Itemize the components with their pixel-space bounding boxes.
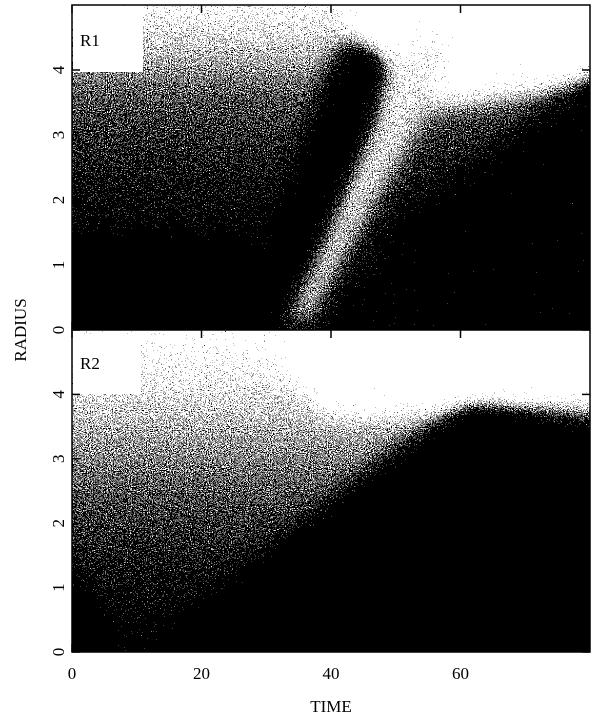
density-texture <box>72 5 590 330</box>
y-tick-label: 1 <box>49 583 68 592</box>
y-tick-label: 0 <box>49 648 68 657</box>
label-box <box>73 6 143 72</box>
y-tick-label: 3 <box>49 131 68 140</box>
x-tick-label: 40 <box>323 664 340 683</box>
x-axis-label: TIME <box>310 697 352 716</box>
density-texture <box>72 330 590 652</box>
x-tick-label: 0 <box>68 664 77 683</box>
y-tick-label: 1 <box>49 261 68 270</box>
y-axis-label: RADIUS <box>11 298 30 361</box>
y-tick-label: 2 <box>49 196 68 205</box>
y-tick-label: 4 <box>49 65 68 74</box>
y-tick-label: 3 <box>49 455 68 464</box>
label-box <box>73 334 141 394</box>
y-tick-label: 0 <box>49 326 68 335</box>
y-tick-label: 4 <box>49 390 68 399</box>
x-tick-label: 20 <box>193 664 210 683</box>
panel-label: R1 <box>80 31 100 50</box>
x-tick-label: 60 <box>452 664 469 683</box>
panel-label: R2 <box>80 354 100 373</box>
y-tick-label: 2 <box>49 519 68 528</box>
